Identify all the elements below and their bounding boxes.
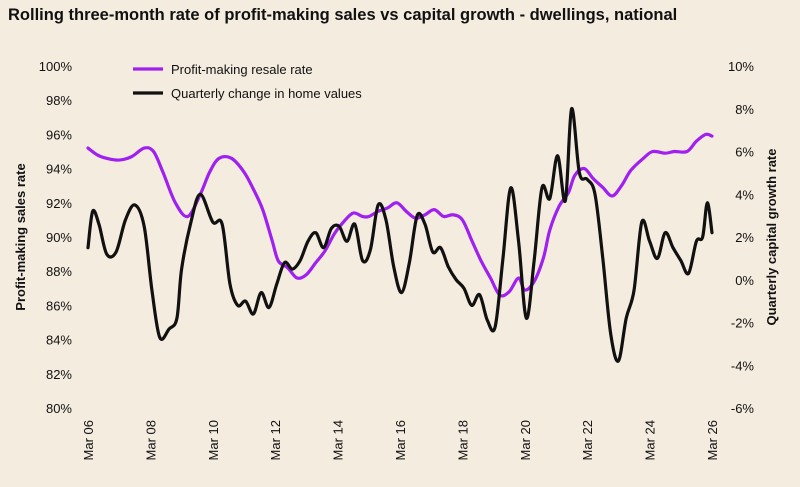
left-tick-label: 88% — [46, 264, 72, 279]
left-tick-label: 96% — [46, 127, 72, 142]
x-tick-label: Mar 24 — [643, 420, 658, 460]
right-tick-label: 4% — [735, 187, 754, 202]
x-tick-label: Mar 18 — [455, 420, 470, 460]
x-tick-label: Mar 06 — [81, 420, 96, 460]
legend-label-home-values: Quarterly change in home values — [171, 86, 362, 101]
series-line-profit-rate — [86, 132, 714, 298]
left-axis-ticks: 100% 98% 96% 94% 92% 90% 88% 86% 84% 82% 80% — [39, 59, 73, 416]
right-tick-label: -4% — [731, 358, 755, 373]
right-tick-label: 6% — [735, 145, 754, 160]
chart-title: Rolling three-month rate of profit-makin… — [8, 6, 678, 24]
left-tick-label: 92% — [46, 196, 72, 211]
x-tick-label: Mar 12 — [268, 420, 283, 460]
legend-item-home-values: Quarterly change in home values — [133, 86, 362, 101]
x-tick-label: Mar 22 — [580, 420, 595, 460]
x-tick-label: Mar 14 — [331, 420, 346, 460]
left-tick-label: 82% — [46, 367, 72, 382]
right-tick-label: 10% — [728, 59, 754, 74]
left-tick-label: 84% — [46, 333, 72, 348]
right-tick-label: -2% — [731, 316, 755, 331]
x-axis-ticks: Mar 06 Mar 08 Mar 10 Mar 12 Mar 14 Mar 16 Mar … — [81, 420, 720, 460]
left-tick-label: 86% — [46, 298, 72, 313]
right-tick-label: 8% — [735, 102, 754, 117]
left-tick-label: 90% — [46, 230, 72, 245]
right-axis-label: Quarterly capital growth rate — [764, 149, 779, 326]
right-tick-label: 2% — [735, 230, 754, 245]
right-tick-label: 0% — [735, 273, 754, 288]
x-tick-label: Mar 10 — [206, 420, 221, 460]
right-axis-ticks: 10% 8% 6% 4% 2% 0% -2% -4% -6% — [728, 59, 754, 416]
left-axis-label: Profit-making sales rate — [13, 163, 28, 310]
x-tick-label: Mar 16 — [393, 420, 408, 460]
series-layer — [86, 107, 714, 363]
left-tick-label: 80% — [46, 401, 72, 416]
left-tick-label: 98% — [46, 93, 72, 108]
x-tick-label: Mar 20 — [518, 420, 533, 460]
series-line-home-values — [86, 107, 714, 363]
legend-item-profit-rate: Profit-making resale rate — [133, 62, 313, 77]
x-tick-label: Mar 08 — [143, 420, 158, 460]
legend: Profit-making resale rate Quarterly chan… — [133, 62, 362, 101]
left-tick-label: 94% — [46, 162, 72, 177]
x-tick-label: Mar 26 — [705, 420, 720, 460]
right-tick-label: -6% — [731, 401, 755, 416]
left-tick-label: 100% — [39, 59, 73, 74]
legend-label-profit-rate: Profit-making resale rate — [171, 62, 313, 77]
